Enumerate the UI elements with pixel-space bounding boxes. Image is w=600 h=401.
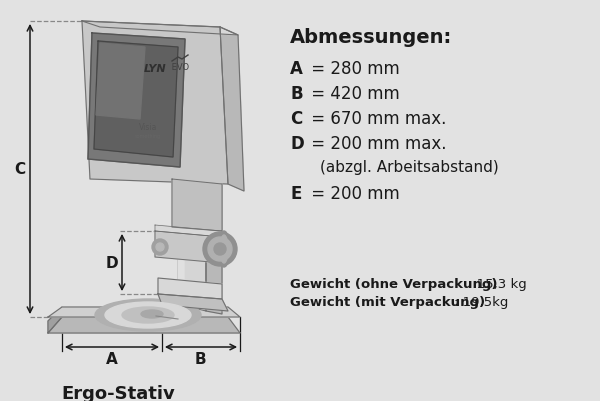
Text: A: A — [106, 352, 118, 367]
Text: Ergo-Stativ: Ergo-Stativ — [61, 384, 175, 401]
Polygon shape — [48, 317, 240, 333]
Text: Gewicht (mit Verpackung): Gewicht (mit Verpackung) — [290, 295, 485, 308]
Text: = 670 mm max.: = 670 mm max. — [306, 110, 446, 128]
Polygon shape — [48, 307, 62, 333]
Ellipse shape — [220, 235, 228, 263]
Ellipse shape — [122, 307, 174, 323]
Polygon shape — [96, 44, 145, 120]
Text: E: E — [290, 184, 301, 203]
Text: = 420 mm: = 420 mm — [306, 85, 400, 103]
Polygon shape — [155, 231, 222, 263]
Ellipse shape — [105, 302, 191, 328]
Polygon shape — [48, 307, 240, 317]
Text: D: D — [106, 256, 118, 271]
Text: D: D — [290, 135, 304, 153]
Circle shape — [156, 243, 164, 251]
Polygon shape — [158, 278, 222, 299]
Text: = 200 mm max.: = 200 mm max. — [306, 135, 446, 153]
Polygon shape — [220, 28, 244, 192]
Polygon shape — [178, 105, 184, 311]
Circle shape — [152, 239, 168, 255]
Text: Gewicht (ohne Verpackung): Gewicht (ohne Verpackung) — [290, 277, 497, 290]
Polygon shape — [82, 22, 228, 184]
Text: : 15,3 kg: : 15,3 kg — [468, 277, 527, 290]
Text: Visia: Visia — [139, 123, 157, 132]
Text: : 19,5kg: : 19,5kg — [454, 295, 508, 308]
Text: B: B — [194, 352, 206, 367]
Text: = 280 mm: = 280 mm — [306, 60, 400, 78]
Text: C: C — [290, 110, 302, 128]
Text: LYN: LYN — [143, 64, 166, 74]
Polygon shape — [82, 22, 238, 36]
Text: E: E — [177, 314, 187, 329]
Circle shape — [214, 243, 226, 255]
Circle shape — [208, 237, 232, 261]
Polygon shape — [178, 105, 206, 311]
Ellipse shape — [95, 299, 201, 331]
Text: = 200 mm: = 200 mm — [306, 184, 400, 203]
Text: something: something — [135, 134, 161, 139]
Ellipse shape — [141, 310, 163, 318]
Text: Abmessungen:: Abmessungen: — [290, 28, 452, 47]
Polygon shape — [158, 294, 228, 311]
Text: B: B — [290, 85, 302, 103]
Text: (abzgl. Arbeitsabstand): (abzgl. Arbeitsabstand) — [320, 160, 499, 174]
Circle shape — [203, 233, 237, 266]
Polygon shape — [88, 34, 185, 168]
Polygon shape — [206, 112, 222, 314]
Ellipse shape — [218, 231, 230, 267]
Polygon shape — [155, 225, 222, 237]
Polygon shape — [172, 180, 222, 231]
Text: EVO: EVO — [170, 63, 189, 72]
Text: A: A — [290, 60, 303, 78]
Text: C: C — [14, 162, 26, 177]
Polygon shape — [94, 42, 178, 158]
